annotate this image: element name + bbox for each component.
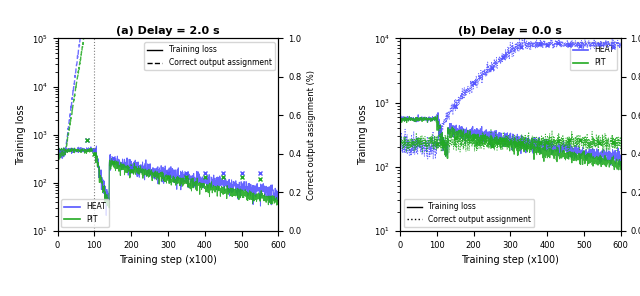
Title: (a) Delay = 2.0 s: (a) Delay = 2.0 s [116,26,220,36]
Legend: HEAT, PIT: HEAT, PIT [61,199,109,227]
Title: (b) Delay = 0.0 s: (b) Delay = 0.0 s [458,26,563,36]
Y-axis label: Training loss: Training loss [358,104,369,165]
X-axis label: Training step (x100): Training step (x100) [461,255,559,265]
X-axis label: Training step (x100): Training step (x100) [119,255,217,265]
Legend: Training loss, Correct output assignment: Training loss, Correct output assignment [404,199,534,227]
Y-axis label: Correct output assignment (%): Correct output assignment (%) [307,70,316,200]
Y-axis label: Training loss: Training loss [16,104,26,165]
